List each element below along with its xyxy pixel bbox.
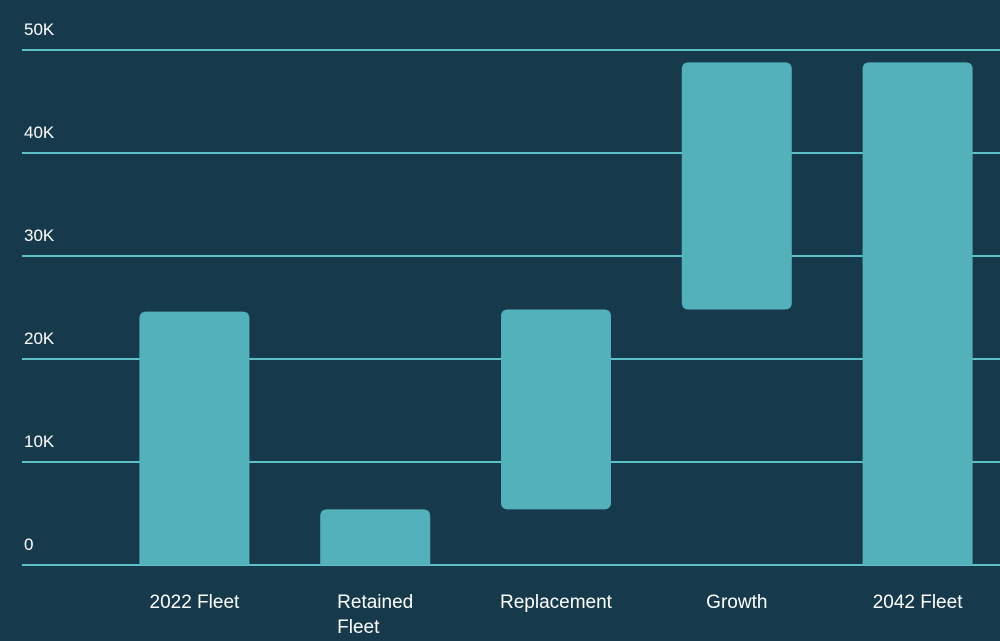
bar-retained-fleet — [320, 509, 431, 565]
x-tick-label: 2042 Fleet — [873, 592, 964, 613]
bar-2042-fleet — [862, 62, 973, 566]
bar-growth — [681, 62, 792, 310]
bars — [139, 62, 973, 566]
y-tick-label: 50K — [24, 20, 55, 39]
x-tick-label: Retained Fleet — [337, 592, 413, 638]
x-tick-label: Growth — [706, 592, 767, 613]
x-axis-tick-labels: 2022 Fleet Retained Fleet Replacement Growth… — [150, 592, 964, 638]
bar-replacement — [501, 309, 611, 510]
x-tick-label: Replacement — [500, 592, 613, 613]
y-tick-label: 30K — [24, 226, 55, 245]
y-tick-label: 20K — [24, 329, 55, 348]
y-tick-label: 10K — [24, 432, 55, 451]
x-tick-label: 2022 Fleet — [150, 592, 241, 613]
y-axis-tick-labels: 0 10K 20K 30K 40K 50K — [24, 20, 55, 554]
bar-2022-fleet — [139, 311, 250, 565]
y-tick-label: 40K — [24, 123, 55, 142]
y-tick-label: 0 — [24, 535, 33, 554]
